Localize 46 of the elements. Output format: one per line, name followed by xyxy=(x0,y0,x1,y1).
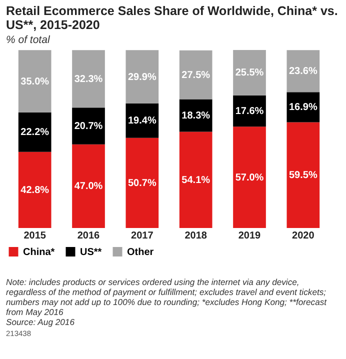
data-label: 19.4% xyxy=(128,116,156,127)
chart-title: Retail Ecommerce Sales Share of Worldwide, China* vs. US**, 2015-2020 xyxy=(6,4,339,32)
bar xyxy=(72,108,105,144)
x-tick-label: 2020 xyxy=(292,230,315,242)
data-label: 57.0% xyxy=(235,172,264,184)
data-label: 47.0% xyxy=(74,181,103,192)
data-label: 22.2% xyxy=(20,127,50,138)
x-tick-label: 2015 xyxy=(24,230,46,242)
bar xyxy=(126,138,159,228)
data-label: 18.3% xyxy=(182,110,210,122)
x-tick-label: 2018 xyxy=(184,230,208,242)
data-label: 17.6% xyxy=(235,106,264,117)
bar xyxy=(72,50,105,108)
data-label: 25.5% xyxy=(235,68,264,79)
bar xyxy=(18,112,52,152)
data-label: 20.7% xyxy=(74,121,103,132)
bar xyxy=(18,50,52,112)
data-label: 16.9% xyxy=(288,102,318,114)
data-label: 29.9% xyxy=(128,72,156,83)
bar xyxy=(233,126,266,228)
data-label: 35.0% xyxy=(20,76,50,88)
bar xyxy=(126,50,159,104)
data-label: 59.5% xyxy=(288,170,318,182)
text: Note: includes products or services ordered using the internet via any device, regardless of the method of payment or fulfillment; excludes travel and event tickets; numbers may not add up to 100% due to rounding; *excludes Hong Kong; **forecast from May 2016 xyxy=(6,277,328,317)
data-label: 23.6% xyxy=(288,66,318,78)
data-label: 54.1% xyxy=(182,174,210,186)
bar xyxy=(179,50,212,100)
bar xyxy=(286,50,320,92)
bar xyxy=(286,122,320,228)
x-tick-label: 2017 xyxy=(131,230,154,242)
data-label: 32.3% xyxy=(74,74,103,85)
legend-label: US** xyxy=(80,246,102,258)
data-label: 42.8% xyxy=(20,184,50,196)
bar xyxy=(72,144,105,228)
data-label: 50.7% xyxy=(128,178,156,189)
bar xyxy=(233,50,266,96)
x-tick-label: 2016 xyxy=(77,230,100,242)
bar xyxy=(18,152,52,228)
legend-label: Other xyxy=(127,246,154,258)
bar xyxy=(179,132,212,228)
bar xyxy=(126,103,159,138)
x-tick-label: 2019 xyxy=(238,230,262,242)
chart-subtitle: % of total xyxy=(6,34,51,46)
source-note: Source: Aug 2016 xyxy=(6,317,76,327)
data-label: 27.5% xyxy=(182,70,210,81)
legend-label: China* xyxy=(23,246,55,258)
